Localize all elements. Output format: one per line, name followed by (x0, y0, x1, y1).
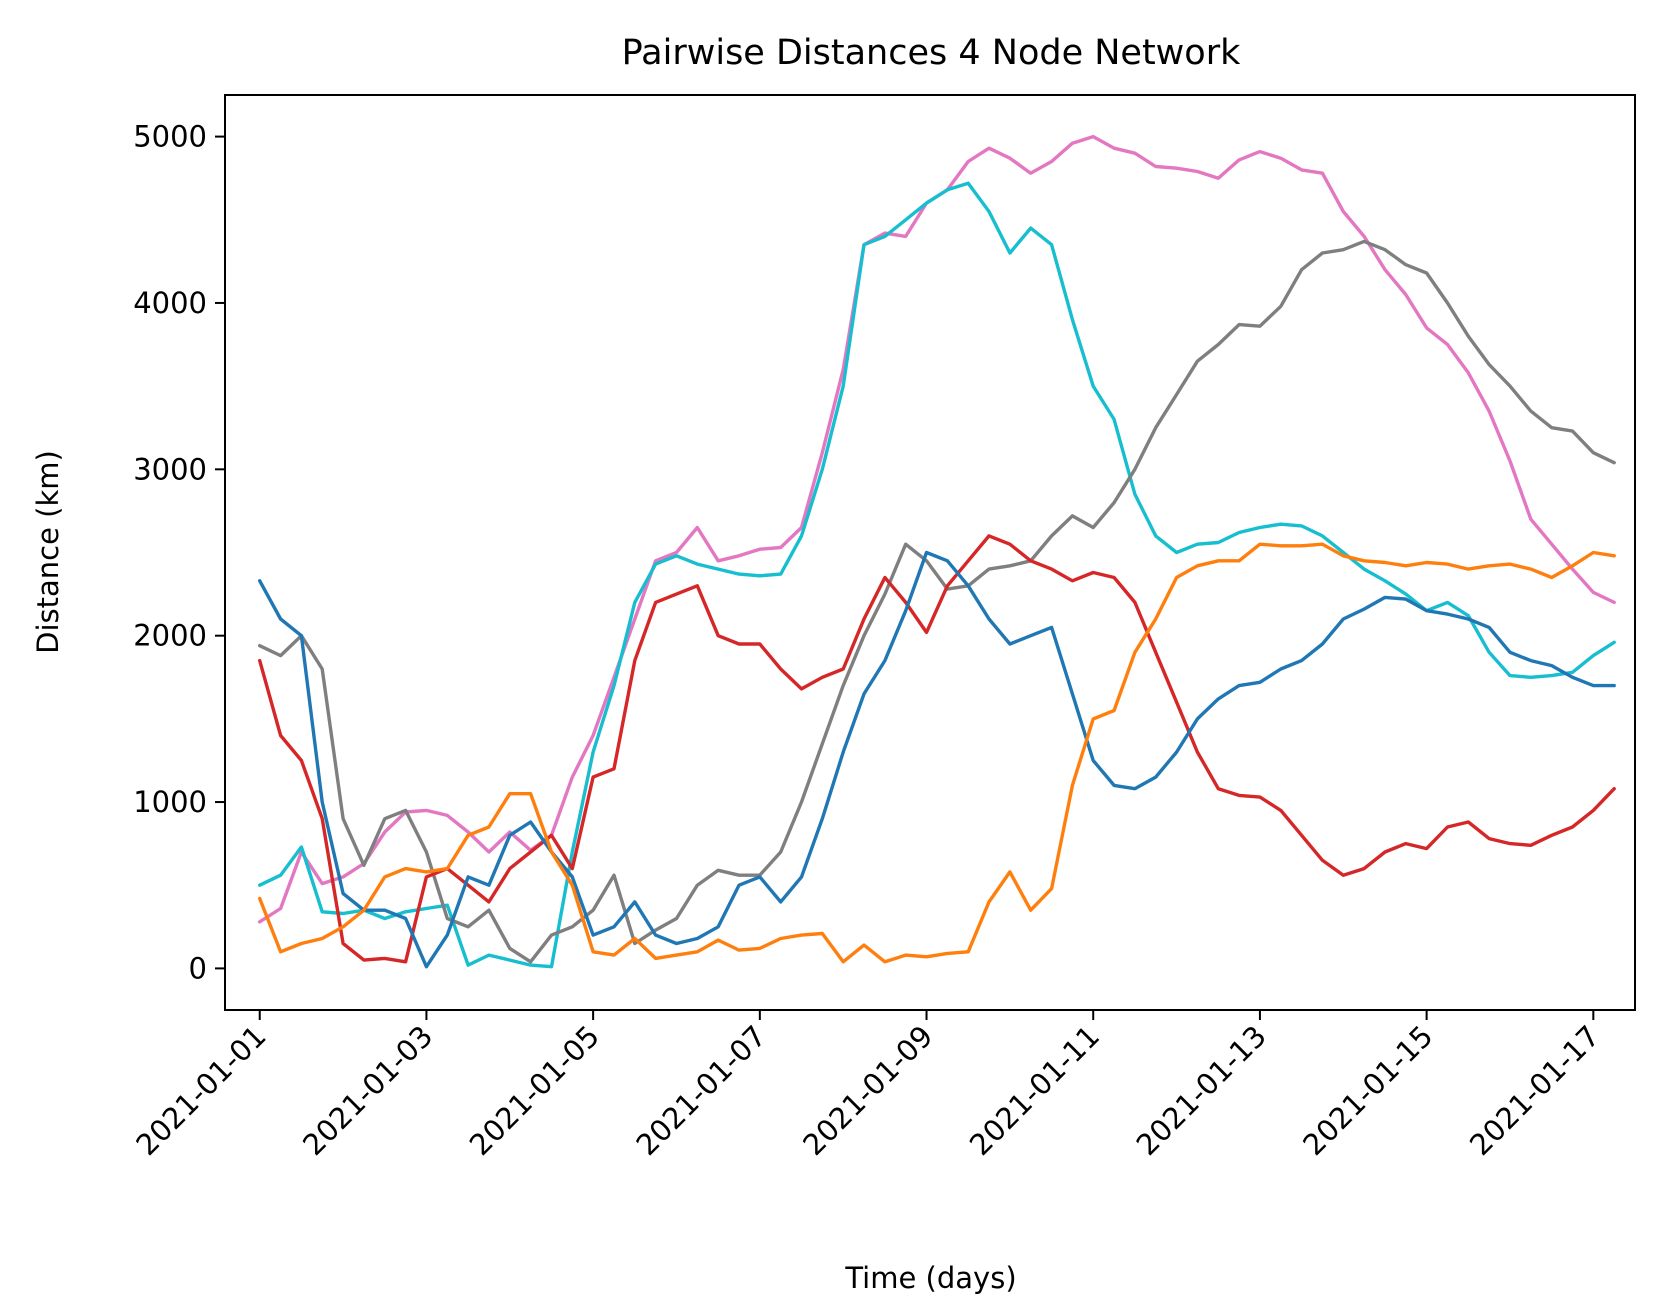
x-axis-label: Time (days) (844, 1261, 1016, 1295)
series-line-4 (258, 534, 1616, 964)
y-tick-label: 0 (189, 951, 207, 985)
series-line-3 (258, 239, 1616, 964)
y-axis-ticks: 0 1000 2000 3000 4000 5000 (133, 120, 225, 985)
series-line-6 (258, 542, 1616, 964)
y-tick-label: 2000 (133, 619, 207, 653)
plot-area (258, 134, 1616, 969)
y-tick-label: 5000 (133, 120, 207, 154)
series-line-5 (258, 550, 1616, 969)
y-tick-label: 1000 (133, 785, 207, 819)
y-tick-label: 4000 (133, 286, 207, 320)
axes-frame (224, 94, 1636, 1011)
series-line-2 (258, 181, 1616, 969)
chart-title: Pairwise Distances 4 Node Network (622, 33, 1241, 73)
y-axis-label: Distance (km) (31, 450, 65, 654)
y-tick-label: 3000 (133, 452, 207, 486)
